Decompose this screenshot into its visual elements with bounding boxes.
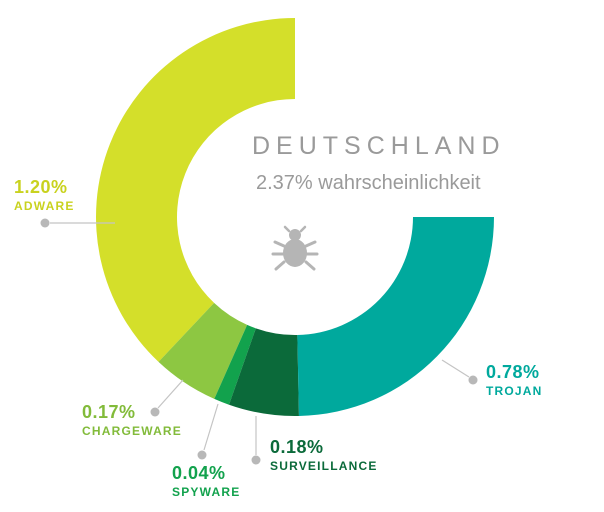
chargeware-slice — [158, 302, 248, 399]
chargeware-value: 0.17% — [82, 402, 136, 422]
trojan-slice — [297, 217, 494, 416]
bug-icon — [271, 225, 319, 271]
spyware-slice — [214, 324, 256, 405]
trojan-name: TROJAN — [486, 384, 543, 398]
donut-slices — [95, 18, 494, 416]
chargeware-label: 0.17% CHARGEWARE — [82, 403, 182, 437]
spyware-value: 0.04% — [172, 463, 226, 483]
spyware-leader-line — [203, 403, 219, 451]
chargeware-leader-line — [157, 379, 184, 409]
trojan-label: 0.78% TROJAN — [486, 363, 543, 397]
trojan-value: 0.78% — [486, 362, 540, 382]
adware-value: 1.20% — [14, 177, 68, 197]
surveillance-value: 0.18% — [270, 437, 324, 457]
surveillance-slice — [229, 328, 299, 416]
trojan-leader-line — [441, 359, 470, 378]
adware-name: ADWARE — [14, 199, 75, 213]
surveillance-label: 0.18% SURVEILLANCE — [270, 438, 378, 472]
trojan-leader-dot — [468, 375, 478, 385]
surveillance-leader-dot — [251, 455, 261, 465]
spyware-name: SPYWARE — [172, 485, 241, 499]
adware-label: 1.20% ADWARE — [14, 178, 75, 212]
probability-subtitle: 2.37% wahrscheinlichkeit — [256, 172, 481, 194]
chargeware-name: CHARGEWARE — [82, 424, 183, 438]
spyware-label: 0.04% SPYWARE — [172, 464, 240, 498]
surveillance-name: SURVEILLANCE — [270, 459, 378, 473]
adware-leader-dot — [40, 218, 50, 228]
leader-lines — [40, 218, 478, 465]
adware-slice — [95, 18, 295, 362]
country-title: DEUTSCHLAND — [252, 132, 506, 160]
spyware-leader-dot — [197, 450, 207, 460]
chargeware-leader-dot — [150, 407, 160, 417]
